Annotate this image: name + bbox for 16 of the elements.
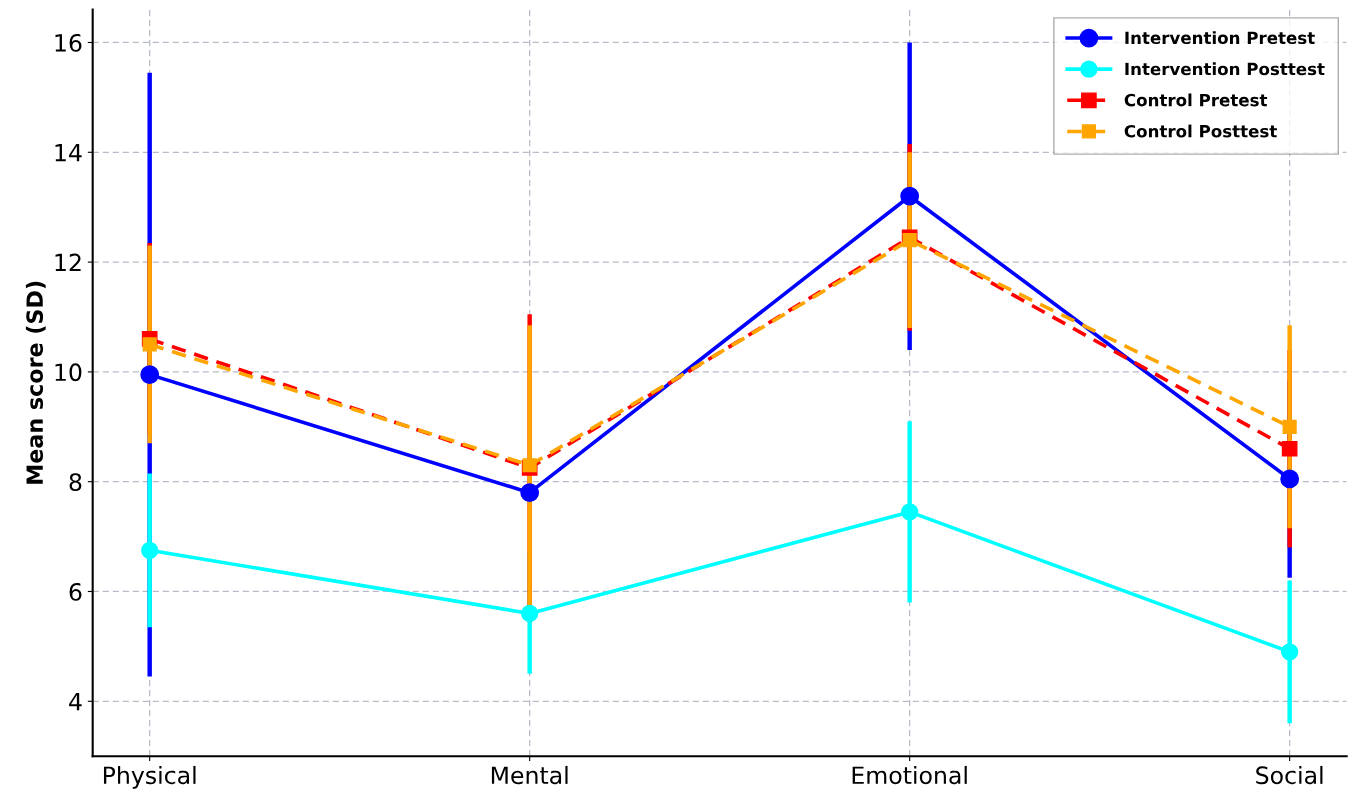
y-tick-label: 6 <box>69 582 82 601</box>
legend-label: Intervention Pretest <box>1125 31 1315 45</box>
y-tick-label: 4 <box>69 693 82 711</box>
x-tick-label: Social <box>1256 765 1323 785</box>
y-tick-label: 16 <box>55 33 82 52</box>
x-tick-label: Mental <box>491 765 568 785</box>
y-tick-label: 10 <box>55 363 82 382</box>
x-tick-label: Physical <box>103 765 196 789</box>
legend-label: Intervention Posttest <box>1125 62 1325 76</box>
y-tick-label: 14 <box>55 144 82 162</box>
legend-label: Control Posttest <box>1124 124 1277 138</box>
x-tick-label: Emotional <box>852 765 967 785</box>
y-axis-title: Mean score (SD) <box>25 281 46 484</box>
legend-label: Control Pretest <box>1124 93 1268 107</box>
y-tick-label: 8 <box>69 473 82 491</box>
y-tick-label: 12 <box>55 253 81 272</box>
